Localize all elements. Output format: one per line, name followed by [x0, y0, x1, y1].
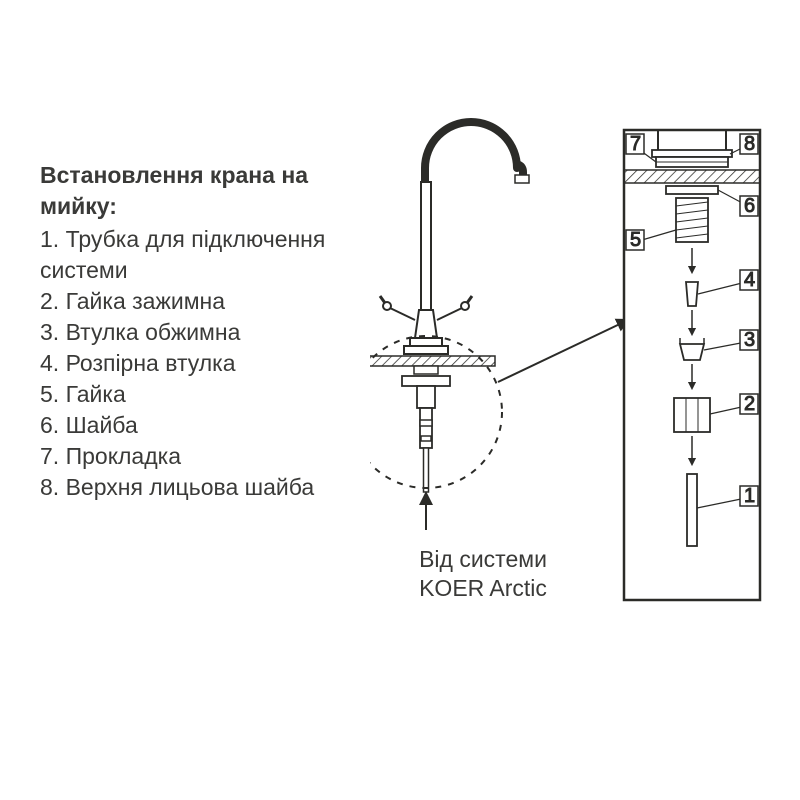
system-caption: Від системи KOER Arctic: [398, 545, 568, 603]
legend-item-1: 1. Трубка для підключення системи: [40, 224, 360, 286]
legend-item-8: 8. Верхня лицьова шайба: [40, 472, 360, 503]
legend-title: Встановлення крана на мийку:: [40, 160, 360, 222]
faucet-overview: [370, 122, 529, 530]
legend-item-3: 3. Втулка обжимна: [40, 317, 360, 348]
callout-2: 2: [744, 393, 755, 415]
legend-item-5: 5. Гайка: [40, 379, 360, 410]
legend: Встановлення крана на мийку: 1. Трубка д…: [40, 160, 360, 504]
callout-6: 6: [744, 195, 755, 217]
callout-3: 3: [744, 329, 755, 351]
detail-box: 7 8 6 5 4 3 2: [624, 130, 760, 600]
legend-item-2: 2. Гайка зажимна: [40, 286, 360, 317]
legend-item-4: 4. Розпірна втулка: [40, 348, 360, 379]
legend-item-6: 6. Шайба: [40, 410, 360, 441]
connector-line: [498, 322, 624, 382]
callout-8: 8: [744, 133, 755, 155]
legend-item-7: 7. Прокладка: [40, 441, 360, 472]
callout-7: 7: [630, 133, 641, 155]
callout-5: 5: [630, 229, 641, 251]
callout-1: 1: [744, 485, 755, 507]
callout-4: 4: [744, 269, 755, 291]
